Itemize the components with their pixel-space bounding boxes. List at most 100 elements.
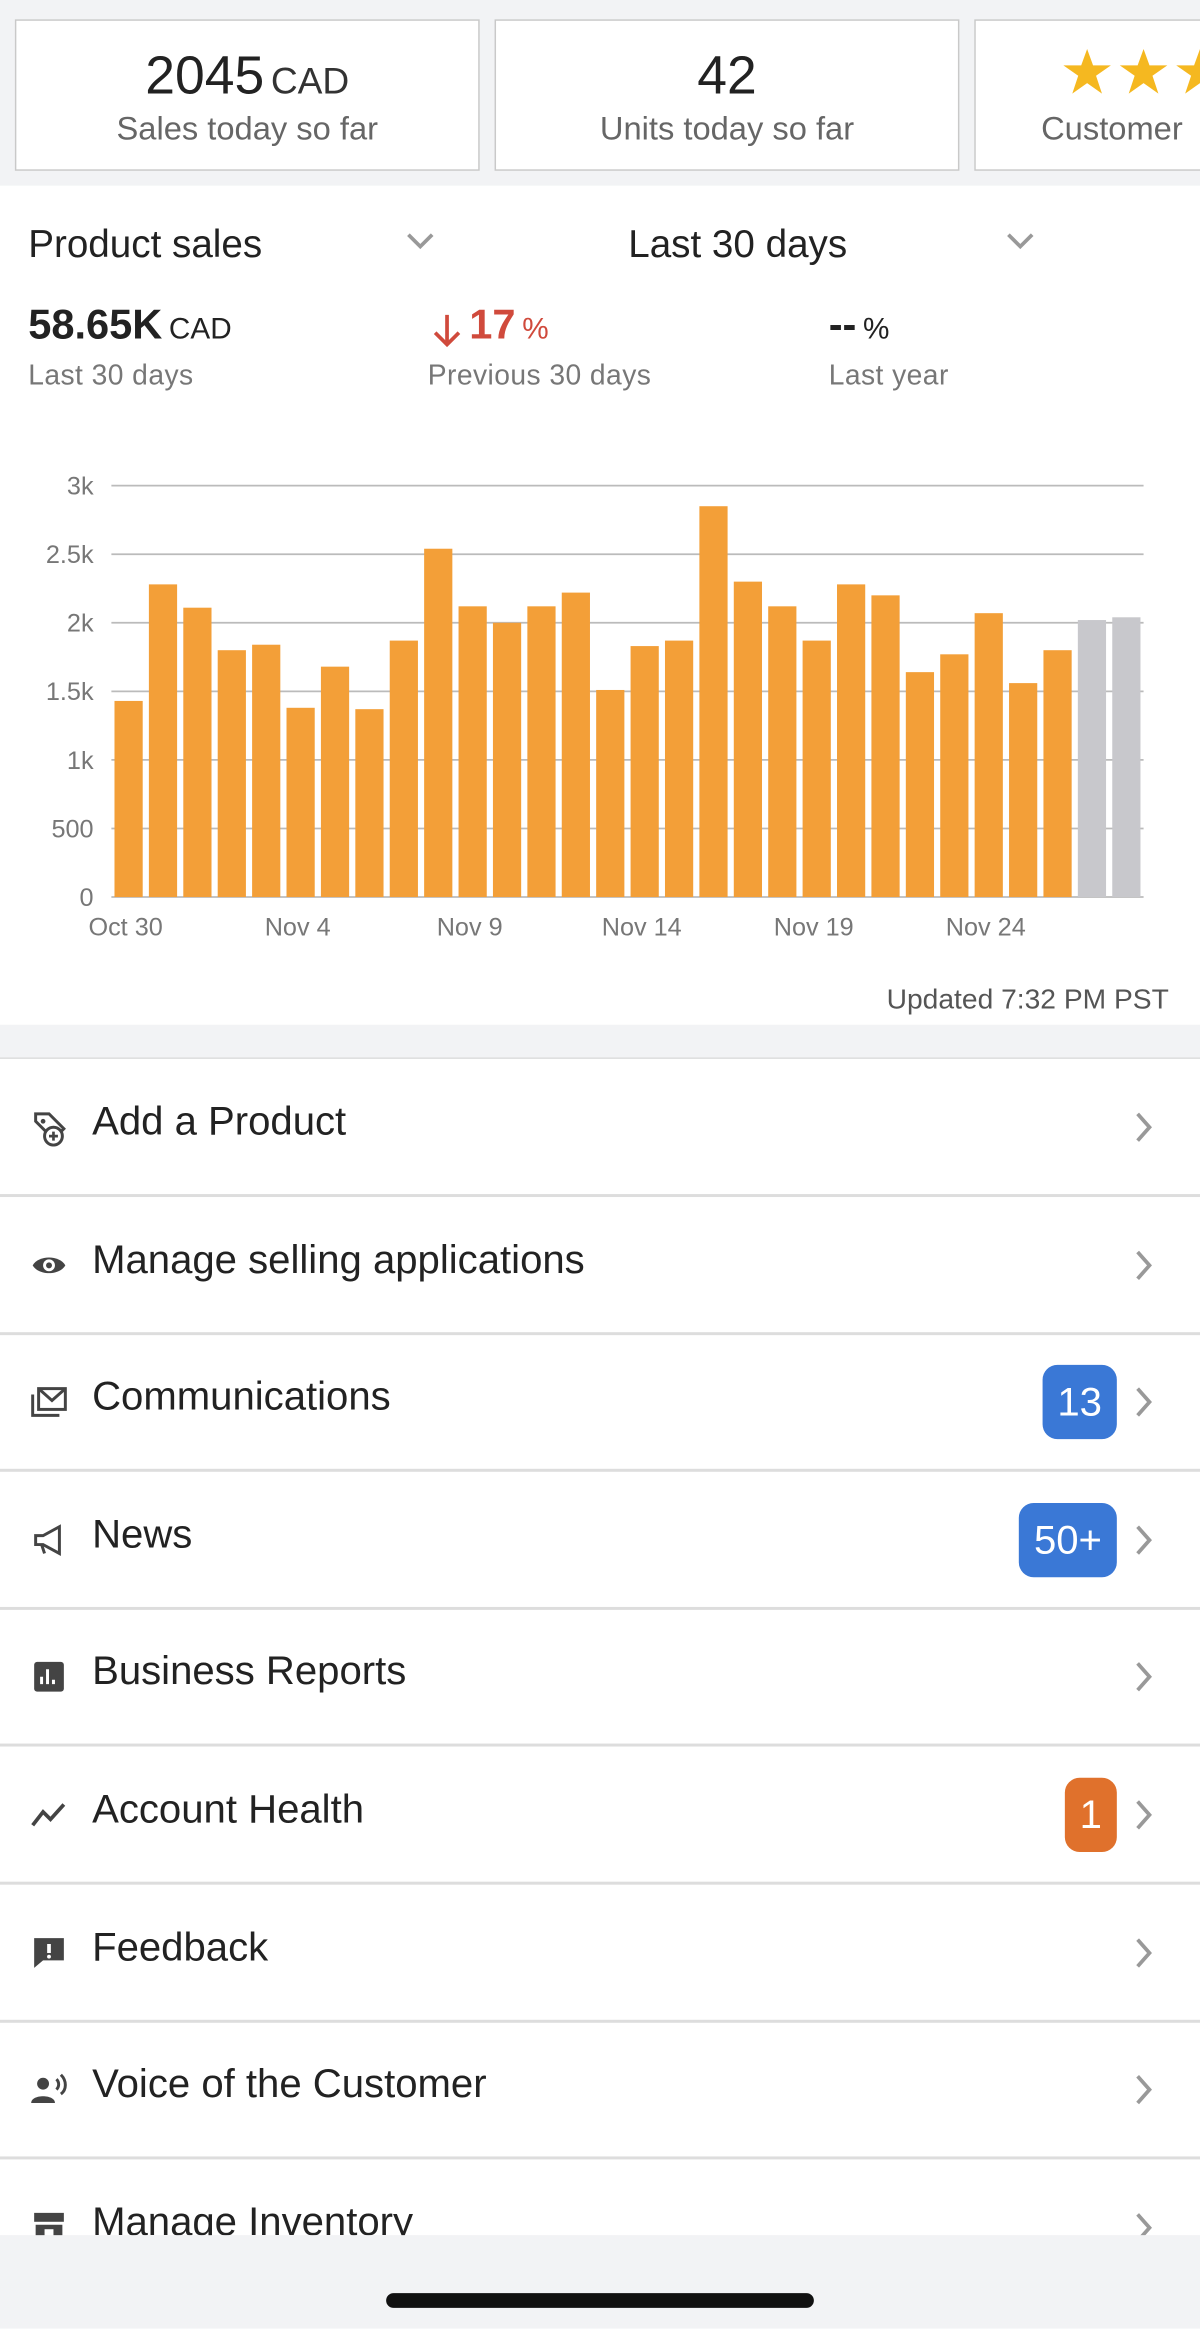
menu-item[interactable]: Communications 13 — [0, 1332, 1200, 1473]
period-selector[interactable]: Last 30 days — [628, 221, 848, 266]
chevron-down — [1007, 233, 1034, 250]
stat-value: 17 — [469, 301, 516, 348]
bar — [355, 709, 384, 898]
badge: 1 — [1064, 1777, 1117, 1852]
menu-label: Manage selling applications — [92, 1236, 585, 1282]
menu-label: Feedback — [92, 1924, 269, 1969]
bar — [320, 666, 350, 898]
bar — [1043, 650, 1072, 898]
bar — [905, 672, 935, 898]
menu-label: Add a Product — [92, 1099, 347, 1144]
menu-icon — [31, 1803, 66, 1827]
bar — [252, 644, 281, 898]
stars — [1063, 49, 1200, 94]
bar — [114, 700, 143, 898]
menu-label: Voice of the Customer — [92, 2061, 487, 2107]
menu-label: Business Reports — [92, 1649, 407, 1694]
menu-item[interactable]: Feedback — [0, 1883, 1200, 2023]
y-tick-label: 500 — [51, 815, 93, 843]
x-tick-label: Nov 19 — [774, 914, 854, 942]
menu-icon — [31, 1387, 67, 1418]
x-tick-label: Nov 14 — [602, 914, 682, 942]
bar — [768, 606, 797, 898]
bar — [424, 548, 453, 898]
chevron-right — [1136, 1800, 1152, 1830]
bar — [974, 613, 1003, 898]
bar — [664, 640, 694, 898]
bar — [389, 640, 418, 898]
x-tick-label: Nov 4 — [265, 914, 331, 942]
stat-label: Previous 30 days — [427, 360, 652, 393]
stat-value: -- — [828, 301, 857, 348]
y-tick-label: 0 — [80, 884, 94, 912]
stat: -- % — [829, 301, 890, 349]
rating-card[interactable]: Customer — [974, 19, 1200, 171]
menu-icon — [34, 1112, 66, 1147]
bar — [699, 506, 728, 898]
bar — [1009, 683, 1038, 898]
stat: 17 % — [469, 301, 548, 349]
bar — [492, 622, 522, 898]
stat-label: Last year — [828, 360, 949, 393]
card-label: Units today so far — [599, 109, 855, 148]
y-tick-label: 3k — [67, 473, 94, 501]
menu-item[interactable]: Business Reports — [0, 1608, 1200, 1748]
bar — [148, 584, 178, 898]
menu-icon — [32, 1256, 66, 1273]
menu-icon — [31, 2073, 67, 2104]
chevron-right — [1136, 1112, 1152, 1142]
bar — [596, 689, 625, 898]
menu-icon — [34, 1937, 64, 1968]
sales-chart: 0 500 1k 1.5k 2k 2.5k 3k Oct 30 Nov 4 Nov 9 Nov 14… — [46, 473, 1169, 1015]
stat-unit: % — [522, 313, 549, 347]
menu-item[interactable]: Account Health 1 — [0, 1745, 1200, 1885]
x-tick-label: Nov 24 — [946, 914, 1026, 942]
bar — [733, 581, 763, 898]
stat-label: Last 30 days — [28, 360, 194, 393]
bar — [183, 607, 212, 898]
bar — [561, 592, 590, 898]
sales-card[interactable]: 2045 CAD Sales today so far — [14, 19, 480, 171]
updated-note: Updated 7:32 PM PST — [887, 982, 1169, 1014]
units-card[interactable]: 42 Units today so far — [494, 19, 960, 171]
card-value: 2045 — [145, 44, 265, 106]
bar — [1077, 620, 1107, 898]
menu-item[interactable]: News 50+ — [0, 1470, 1200, 1610]
card-unit: CAD — [270, 60, 350, 103]
card-value: 42 — [697, 44, 757, 106]
card-label: Sales today so far — [116, 109, 379, 148]
stat: 58.65K CAD — [28, 301, 231, 349]
bar — [458, 606, 487, 898]
home-indicator — [386, 2293, 814, 2308]
chevron-right — [1136, 1250, 1152, 1280]
y-tick-label: 1k — [67, 747, 94, 775]
card-label: Customer — [1041, 109, 1183, 148]
bar — [217, 650, 246, 898]
y-tick-label: 2k — [67, 610, 94, 638]
chevron-down — [407, 233, 434, 250]
bar — [871, 595, 900, 898]
menu-item[interactable]: Add a Product — [0, 1057, 1200, 1198]
chevron-right — [1136, 1662, 1152, 1692]
bar — [837, 584, 866, 898]
menu-item[interactable]: Manage selling applications — [0, 1195, 1200, 1335]
y-tick-label: 1.5k — [46, 678, 94, 706]
stat-value: 58.65K — [28, 301, 163, 348]
menu-icon — [34, 1662, 64, 1693]
stat-unit: CAD — [168, 313, 232, 347]
bar — [1112, 617, 1141, 898]
bar — [940, 654, 969, 898]
stat-unit: % — [863, 313, 890, 347]
badge: 13 — [1042, 1365, 1117, 1440]
bar — [527, 606, 556, 898]
metric-selector[interactable]: Product sales — [28, 221, 263, 266]
menu-label: News — [92, 1511, 193, 1557]
bottom-bar — [0, 2235, 1200, 2329]
menu-label: Communications — [92, 1374, 391, 1419]
x-tick-label: Nov 9 — [437, 914, 503, 942]
bar — [630, 646, 659, 898]
bar — [802, 640, 831, 898]
menu-item[interactable]: Voice of the Customer — [0, 2020, 1200, 2160]
divider — [0, 1024, 1200, 1059]
